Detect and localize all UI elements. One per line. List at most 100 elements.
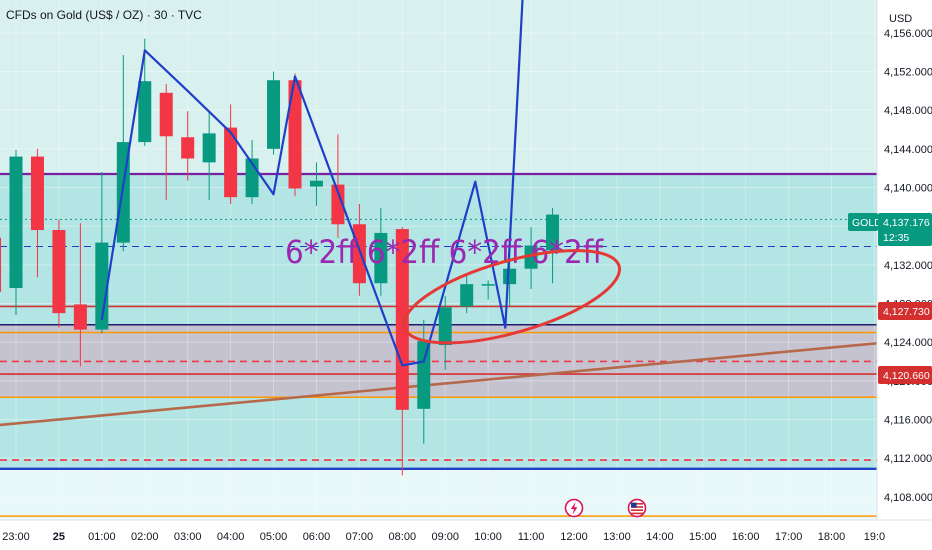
candle-11 (224, 104, 238, 204)
candle-body (73, 304, 87, 330)
zone-3 (0, 397, 877, 469)
candle-26 (546, 207, 560, 284)
candle-body (546, 214, 560, 251)
candle-5 (95, 172, 109, 334)
time-tick-label: 10:00 (474, 531, 502, 543)
candle-body (331, 184, 345, 225)
currency-label[interactable]: USD (889, 13, 912, 25)
price-zones (0, 0, 877, 520)
candle-16 (331, 134, 345, 238)
time-tick-label: 04:00 (217, 531, 245, 543)
zigzag-line (100, 0, 524, 367)
candle-9 (181, 111, 195, 181)
candle-body (30, 156, 44, 231)
time-tick-label: 11:00 (518, 531, 545, 543)
candle-2 (30, 148, 44, 278)
price-tick-label: 4,148.000 (884, 105, 932, 117)
time-tick-label: 18:00 (818, 531, 846, 543)
time-tick-label: 01:00 (88, 531, 116, 543)
price-tick-label: 4,156.000 (884, 28, 932, 40)
time-tick-label: 03:00 (174, 531, 202, 543)
price-tick-label: 4,140.000 (884, 183, 932, 195)
candle-8 (159, 84, 173, 201)
candle-1 (9, 149, 23, 316)
time-tick-label: 06:00 (303, 531, 331, 543)
candle-21 (438, 295, 452, 371)
candle-body (524, 245, 538, 269)
candle-4 (73, 223, 87, 367)
candle-22 (460, 274, 474, 314)
candle-13 (267, 71, 281, 155)
price-tick-label: 4,152.000 (884, 67, 932, 79)
candle-14 (288, 73, 302, 197)
gold-price-badge: GOLD 4,137.176 12:35 (848, 213, 932, 246)
last-price-label: 4,137.176 (883, 217, 930, 229)
candle-0 (0, 237, 2, 292)
candle-15 (309, 162, 323, 206)
price-axis-bg[interactable] (877, 0, 932, 520)
candle-10 (202, 111, 216, 201)
trendline[interactable] (0, 341, 879, 427)
candle-body (9, 156, 23, 289)
time-tick-label: 19:0 (864, 531, 885, 543)
time-tick-label: 25 (53, 531, 65, 543)
candle-body (181, 137, 195, 159)
candle-body (503, 268, 517, 285)
candle-body (438, 307, 452, 346)
zone-1 (0, 173, 877, 325)
candles (0, 38, 560, 476)
candle-body (481, 284, 495, 286)
price-tick-label: 4,132.000 (884, 260, 932, 272)
candle-body (460, 284, 474, 307)
candle-body (202, 133, 216, 163)
level-1-label: 4,127.730 (883, 306, 930, 318)
us-flag-icon[interactable] (627, 498, 647, 518)
price-tick-label: 4,116.000 (884, 414, 932, 426)
zigzag-path[interactable] (100, 0, 524, 367)
chart-title: CFDs on Gold (US$ / OZ) · 30 · TVC (6, 8, 202, 22)
candle-body (138, 81, 152, 143)
candle-body (224, 127, 238, 198)
highlight-ellipse (402, 249, 621, 345)
level-2-label: 4,120.660 (883, 370, 930, 382)
time-tick-label: 05:00 (260, 531, 288, 543)
candle-body (309, 180, 323, 187)
level-badge-1: 4,127.730 (878, 302, 932, 320)
level-badge-2: 4,120.660 (878, 366, 932, 384)
time-tick-label: 13:00 (603, 531, 631, 543)
candle-23 (481, 280, 495, 300)
time-tick-label: 23:00 (2, 531, 30, 543)
candle-body (52, 230, 66, 314)
time-tick-label: 02:00 (131, 531, 159, 543)
time-tick-label: 14:00 (646, 531, 674, 543)
ellipse-drawing[interactable] (395, 232, 629, 362)
trendline-segment (0, 341, 877, 427)
price-tick-label: 4,124.000 (884, 337, 932, 349)
candle-body (95, 242, 109, 330)
time-tick-label: 12:00 (560, 531, 588, 543)
lightning-icon[interactable] (564, 498, 584, 518)
price-tick-label: 4,144.000 (884, 144, 932, 156)
time-axis-bg[interactable] (0, 520, 932, 550)
candle-18 (374, 207, 388, 296)
zone-4 (0, 468, 877, 520)
symbol-badge-label: GOLD (852, 217, 882, 229)
time-tick-label: 15:00 (689, 531, 717, 543)
price-tick-label: 4,112.000 (884, 453, 932, 465)
candle-body (417, 341, 431, 409)
time-tick-label: 08:00 (389, 531, 417, 543)
candle-body (159, 92, 173, 137)
countdown-label: 12:35 (883, 232, 909, 244)
time-tick-label: 17:00 (775, 531, 803, 543)
price-tick-label: 4,108.000 (884, 492, 932, 504)
candle-body (374, 232, 388, 284)
candle-body (267, 80, 281, 149)
candle-25 (524, 227, 538, 289)
time-axis-ticks: 23:00 25 01:00 02:00 03:00 04:00 05:00 06:00 07:… (2, 531, 885, 543)
candle-body (288, 80, 302, 189)
horizontal-levels[interactable] (0, 172, 877, 517)
candle-body (0, 237, 2, 292)
time-tick-label: 09:00 (431, 531, 459, 543)
